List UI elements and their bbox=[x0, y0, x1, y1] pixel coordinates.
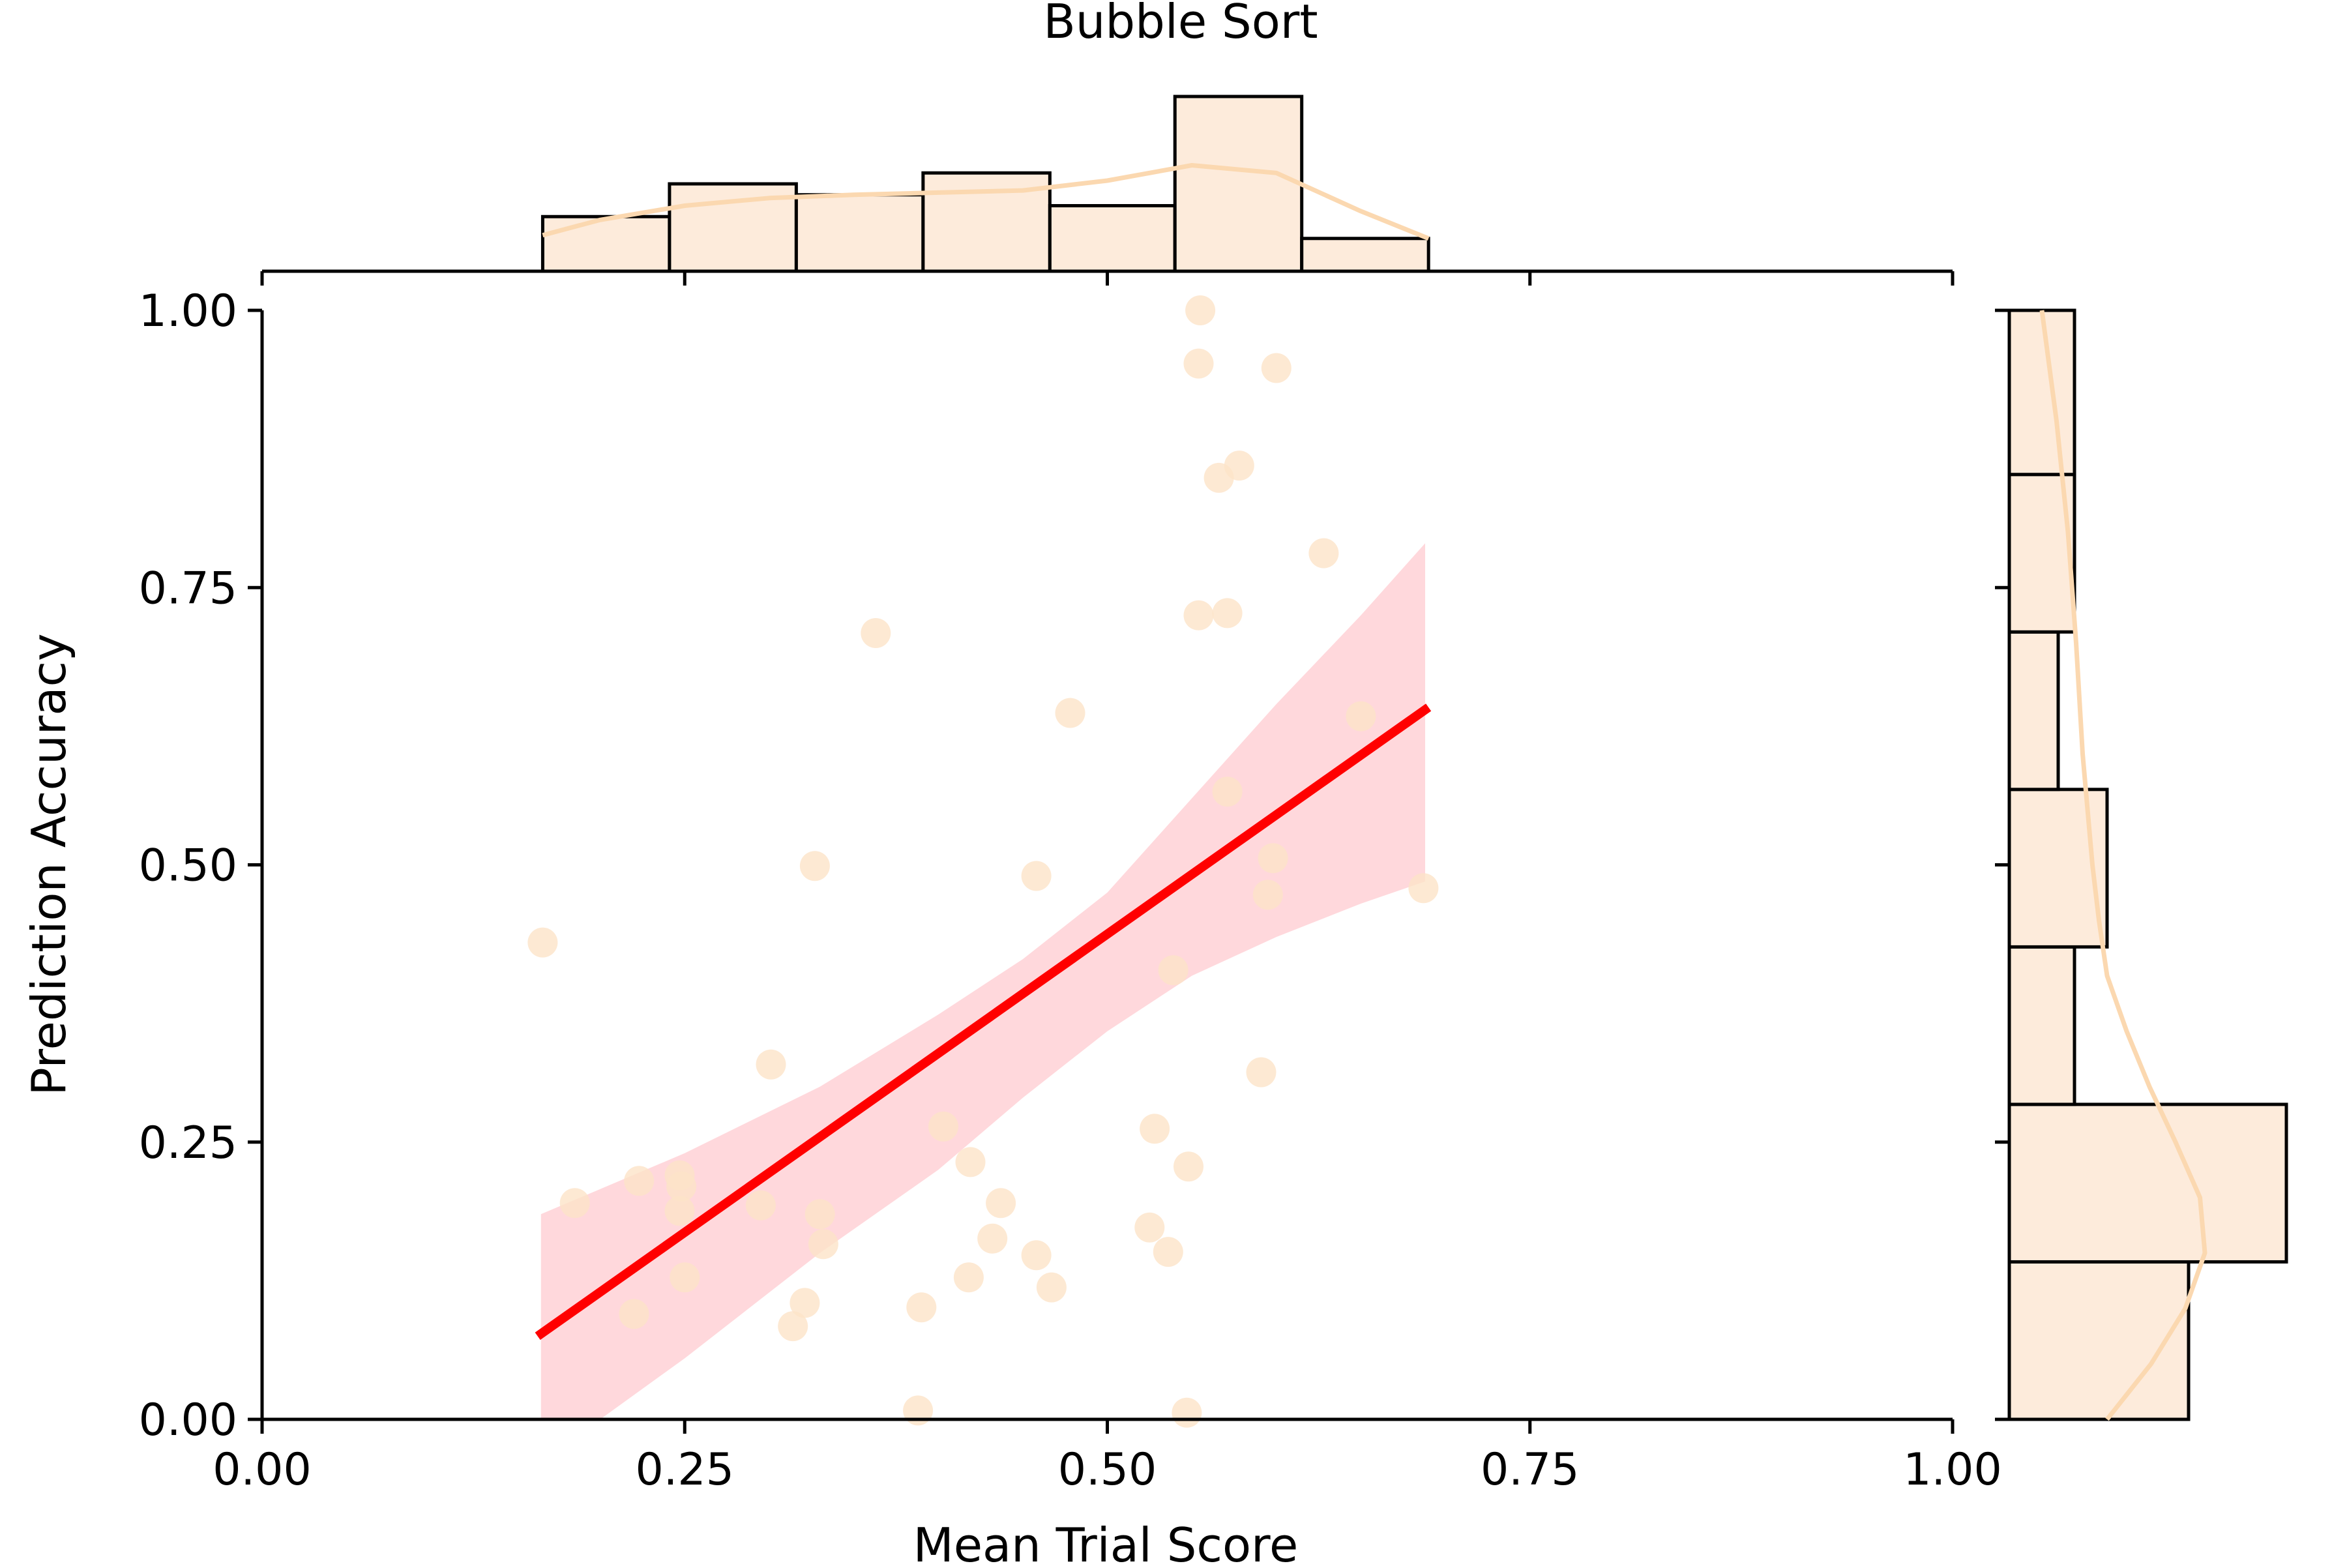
top-marginal bbox=[260, 95, 1955, 286]
regression-line bbox=[535, 703, 1432, 1340]
scatter-point bbox=[1134, 1212, 1165, 1243]
scatter-point bbox=[1408, 873, 1439, 904]
x-axis-title: Mean Trial Score bbox=[913, 1518, 1299, 1565]
scatter-point bbox=[745, 1190, 776, 1220]
scatter-point bbox=[664, 1196, 695, 1226]
right-hist-bar bbox=[2007, 945, 2076, 1106]
right-kde-curve bbox=[2039, 310, 2207, 1421]
scatter-point bbox=[790, 1288, 820, 1318]
right-hist-bar bbox=[2007, 1102, 2288, 1264]
x-tick-label: 0.50 bbox=[1058, 1444, 1157, 1496]
top-hist-bar bbox=[1300, 237, 1430, 273]
scatter-point bbox=[804, 1199, 835, 1230]
y-tick-label: 1.00 bbox=[139, 286, 237, 337]
right-hist-bar bbox=[2007, 1260, 2191, 1421]
confidence-band bbox=[540, 543, 1425, 1420]
scatter-point bbox=[1153, 1237, 1183, 1267]
top-kde-curve bbox=[542, 163, 1430, 241]
scatter-point bbox=[559, 1188, 590, 1219]
scatter-point bbox=[1183, 600, 1214, 630]
scatter-point bbox=[527, 927, 558, 958]
x-tick-label: 0.75 bbox=[1481, 1444, 1579, 1496]
scatter-point bbox=[1252, 880, 1283, 910]
scatter-point bbox=[986, 1188, 1016, 1219]
right-marginal bbox=[1995, 308, 2288, 1421]
scatter-point bbox=[619, 1299, 649, 1329]
right-hist-bar bbox=[2007, 630, 2060, 791]
right-hist-bar bbox=[2007, 308, 2076, 477]
top-hist-bar bbox=[1173, 95, 1304, 273]
scatter-point bbox=[953, 1262, 984, 1293]
y-tick-label: 0.00 bbox=[139, 1395, 237, 1446]
scatter-point bbox=[756, 1049, 786, 1080]
scatter-point bbox=[1021, 1240, 1052, 1271]
scatter-point bbox=[1158, 955, 1188, 986]
top-hist-bar bbox=[1048, 204, 1177, 273]
scatter-point bbox=[906, 1292, 937, 1323]
scatter-point bbox=[666, 1171, 697, 1202]
scatter-point bbox=[1258, 843, 1288, 874]
main-axes: 0.00 0.25 0.50 0.75 1.00 0.00 0.25 0.50 0.75 1.00 bbox=[139, 286, 2002, 1496]
y-tick-label: 0.50 bbox=[139, 840, 237, 892]
scatter-point bbox=[799, 851, 830, 881]
scatter-point bbox=[1212, 598, 1243, 629]
scatter-point bbox=[1021, 861, 1052, 891]
scatter-point bbox=[955, 1147, 986, 1177]
y-axis-title: Prediction Accuracy bbox=[22, 633, 76, 1095]
scatter-point bbox=[670, 1262, 700, 1293]
scatter-point bbox=[1140, 1114, 1170, 1144]
scatter-point bbox=[928, 1111, 958, 1142]
scatter-point bbox=[1212, 777, 1243, 807]
x-tick-label: 0.25 bbox=[636, 1444, 734, 1496]
scatter-point bbox=[1183, 348, 1214, 379]
scatter-point bbox=[1174, 1151, 1203, 1182]
scatter-point bbox=[1185, 295, 1216, 325]
scatter-point bbox=[1261, 353, 1292, 383]
top-hist-bar bbox=[794, 193, 925, 273]
scatter-point bbox=[1224, 451, 1254, 481]
scatter-point bbox=[861, 618, 891, 648]
scatter-point bbox=[778, 1311, 808, 1342]
scatter-point bbox=[977, 1223, 1008, 1254]
top-hist-bar bbox=[540, 214, 672, 273]
scatter-point bbox=[1346, 701, 1376, 732]
chart-text: Bubble Sort Mean Trial Score Prediction … bbox=[22, 0, 1318, 1568]
scatter-point bbox=[1308, 538, 1339, 569]
scatter-point bbox=[624, 1166, 655, 1196]
scatter-point bbox=[1036, 1272, 1067, 1303]
scatter-point bbox=[1172, 1397, 1202, 1428]
x-tick-label: 1.00 bbox=[1903, 1444, 2001, 1496]
x-tick-label: 0.00 bbox=[213, 1444, 311, 1496]
y-tick-label: 0.75 bbox=[139, 563, 237, 614]
scatter-point bbox=[808, 1229, 838, 1260]
chart-title: Bubble Sort bbox=[1043, 0, 1318, 49]
y-tick-label: 0.25 bbox=[139, 1117, 237, 1169]
scatter-point bbox=[1055, 698, 1085, 728]
scatter-point bbox=[1246, 1057, 1277, 1087]
